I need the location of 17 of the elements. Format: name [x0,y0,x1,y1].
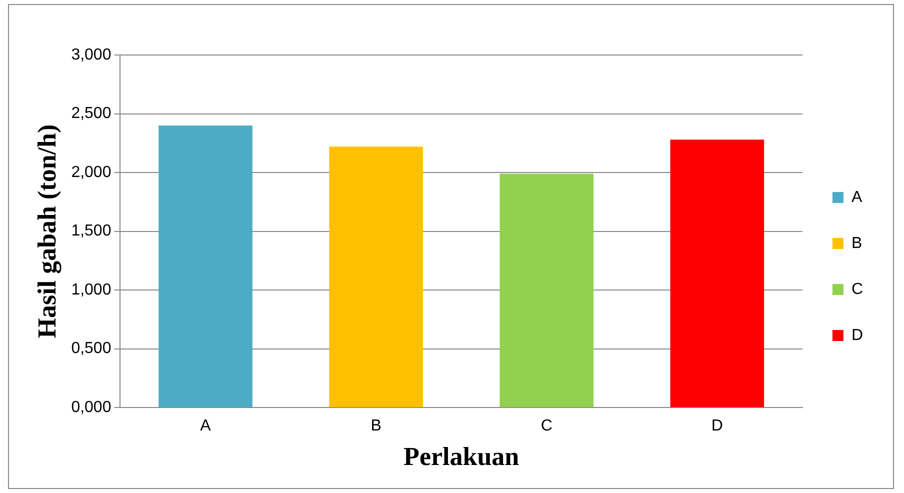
x-tick-label: A [200,418,212,435]
y-tick-label: 1,500 [71,222,112,240]
x-tick-label: C [540,418,552,435]
x-axis-title: Perlakuan [404,442,520,472]
x-tick-label: D [711,418,723,435]
y-axis-title: Hasil gabah (ton/h) [32,124,62,338]
y-tick-label: 0,500 [71,340,112,358]
legend-label: D [851,326,864,344]
y-tick-label: 3,000 [71,46,112,64]
y-tick-label: 2,000 [71,164,112,181]
x-tick-label: B [370,418,382,435]
legend-label: B [851,234,862,252]
y-tick-label: 1,000 [71,281,112,298]
legend-label: A [851,188,862,206]
y-tick-label: 2,500 [71,105,112,122]
y-tick-label: 0,000 [71,399,112,416]
legend-label: C [851,280,864,298]
